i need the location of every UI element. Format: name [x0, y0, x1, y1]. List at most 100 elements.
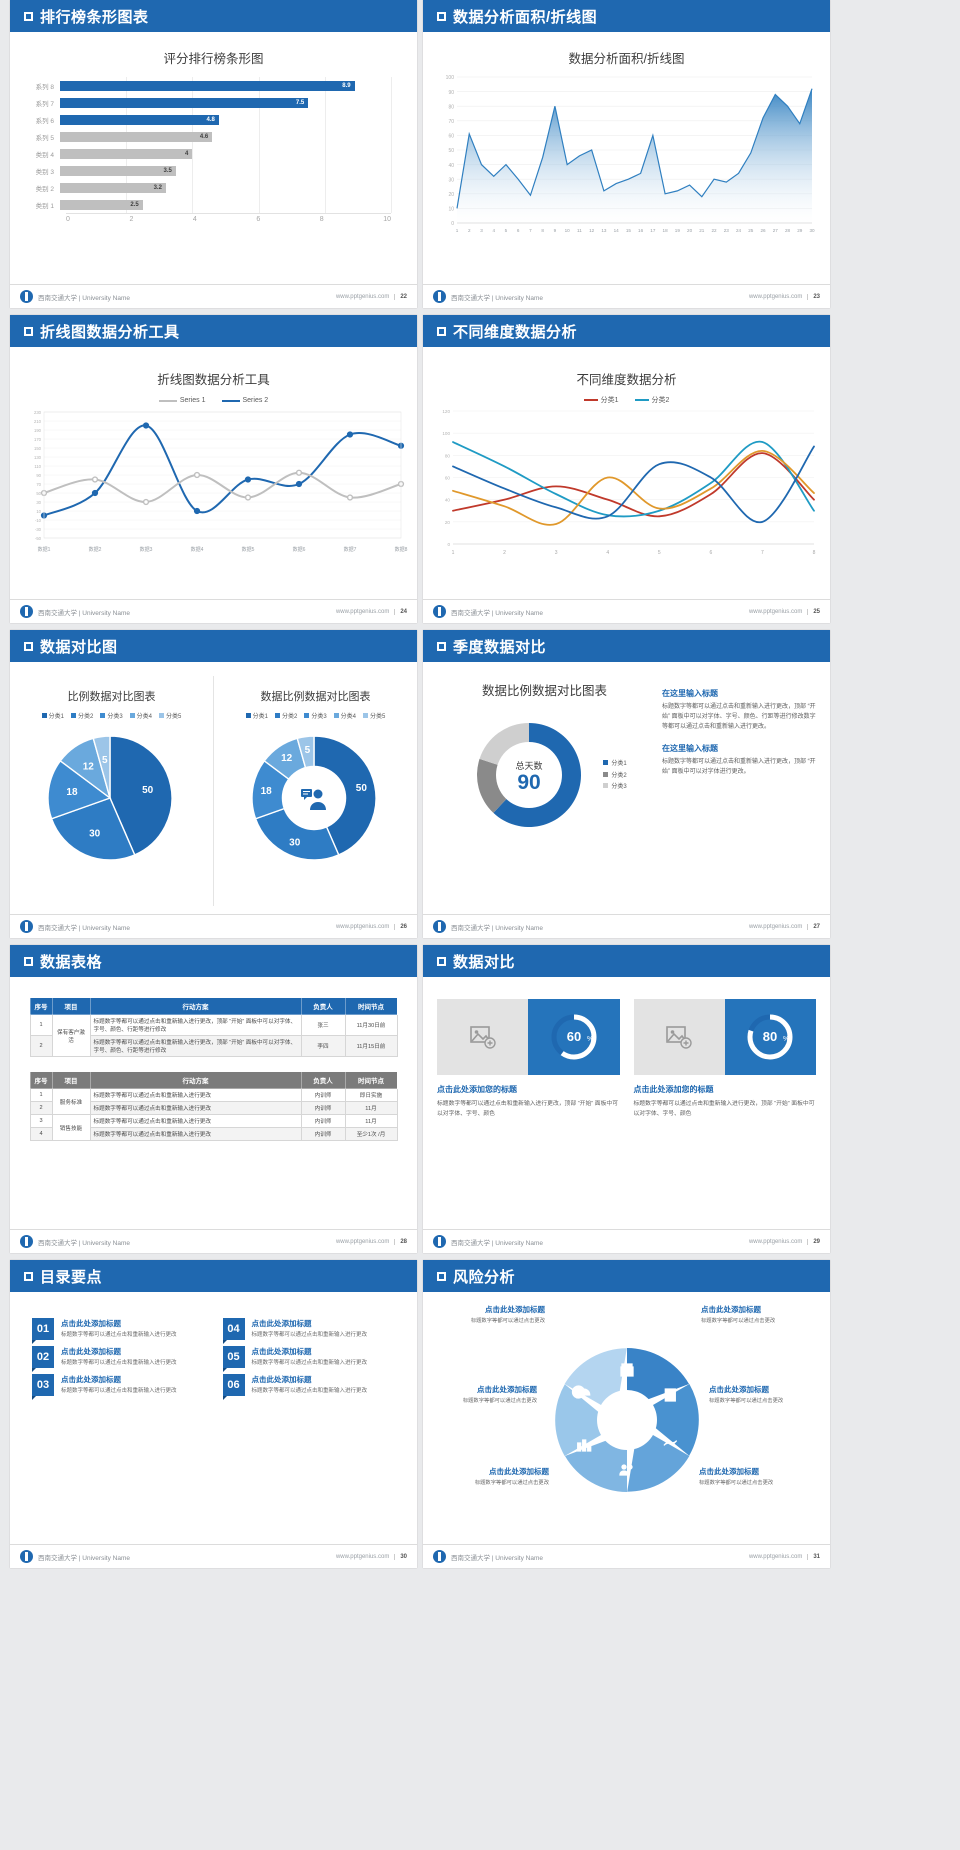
catalog-item-title: 点击此处添加标题 [61, 1347, 121, 1356]
slide-area-line[interactable]: 数据分析面积/折线图 数据分析面积/折线图 0 10 20 30 40 50 60 70 80 9… [423, 0, 830, 308]
square-bullet-icon [437, 326, 446, 336]
table-cell: 内训师 [300, 1088, 346, 1102]
catalog-item[interactable]: 02 点击此处添加标题 标题数字等都可以通过点击和重新输入进行更改 [32, 1346, 205, 1372]
university-logo-icon [433, 1550, 446, 1563]
image-placeholder-icon[interactable] [437, 999, 529, 1075]
bar-value-label: 4 [185, 150, 189, 157]
x-tick-label: 26 [760, 228, 766, 233]
legend-label: Series 2 [242, 397, 269, 404]
x-tick-label: 数据8 [395, 546, 408, 553]
table-cell: 标题数字等都可以通过点击和重新输入进行更改 [89, 1127, 302, 1141]
slide-title: 数据分析面积/折线图 [453, 8, 598, 26]
catalog-item[interactable]: 04 点击此处添加标题 标题数字等都可以通过点击和重新输入进行更改 [222, 1318, 396, 1344]
slide-catalog[interactable]: 目录要点 01 点击此处添加标题 标题数字等都可以通过点击和重新输入进行更改 04 点击… [10, 1260, 417, 1568]
slice-value-label: 30 [89, 828, 101, 839]
data-point [142, 498, 150, 506]
risk-item[interactable]: 点击此处添加标题 标题数字等都可以通过点击更改 [701, 1304, 809, 1325]
risk-item[interactable]: 点击此处添加标题 标题数字等都可以通过点击更改 [441, 1466, 549, 1487]
slide-tables[interactable]: 数据表格 序号 项目 行动方案 负责人 时间节点 1 保有客户激活 标题数字等都可以通过点击和… [10, 945, 417, 1253]
catalog-item[interactable]: 01 点击此处添加标题 标题数字等都可以通过点击和重新输入进行更改 [32, 1318, 205, 1344]
slide-risk[interactable]: 风险分析 点击此处添加标题 标题数字等都可以通过点击更改 点击此处添加标题 标题数字等… [423, 1260, 830, 1568]
gridline [258, 128, 260, 145]
table-row[interactable]: 4 标题数字等都可以通过点击和重新输入进行更改 内训师 至少1次 /月 [29, 1127, 398, 1141]
legend-swatch-icon [245, 713, 251, 718]
series-line [43, 424, 402, 517]
university-logo-icon [20, 1550, 33, 1563]
table-header-cell: 项目 [51, 997, 91, 1015]
slide-pie-compare[interactable]: 数据对比图 比例数据对比图表 分类1 分类2 分类3 分类4 分类5 50 30 18 12 5… [10, 630, 417, 938]
catalog-item[interactable]: 03 点击此处添加标题标题数字等都可以通过点击和重新输入进行更改 [32, 1374, 205, 1400]
risk-item[interactable]: 点击此处添加标题 标题数字等都可以通过点击更改 [437, 1304, 545, 1325]
table-row[interactable]: 2 标题数字等都可以通过点击和重新输入进行更改，顶部 “开始” 面板中可以对字体、… [29, 1035, 398, 1057]
slide-header: 目录要点 [10, 1260, 417, 1292]
catalog-number-badge: 03 [32, 1374, 54, 1400]
square-bullet-icon [24, 641, 33, 651]
page-number: 24 [394, 608, 407, 615]
footer-university: 西南交通大学 | University Name [38, 1554, 130, 1562]
pie-slice [92, 735, 111, 799]
compare-card[interactable]: 80 % 点击此处添加您的标题 标题数字等都可以通过点击和重新输入进行更改，顶部… [633, 999, 816, 1120]
table-row[interactable]: 3 销售技能 标题数字等都可以通过点击和重新输入进行更改 内训师 11月 [29, 1114, 398, 1141]
slide-header: 数据对比图 [10, 630, 417, 662]
x-tick-label: 9 [554, 228, 557, 233]
y-tick-label: -50 [35, 536, 42, 541]
x-tick-label: 数据3 [140, 546, 153, 553]
legend-swatch-icon [603, 760, 609, 766]
y-tick-label: 0 [447, 542, 450, 547]
slide-line-tool[interactable]: 折线图数据分析工具 折线图数据分析工具 Series 1 Series 2 23… [10, 315, 417, 623]
table-row[interactable]: 1 保有客户激活 标题数字等都可以通过点击和重新输入进行更改，顶部 “开始” 面板中… [29, 1014, 398, 1057]
y-tick-label: 20 [448, 192, 454, 198]
bar-value-label: 4.8 [206, 116, 215, 123]
y-tick-label: 60 [448, 134, 454, 140]
risk-item-body: 标题数字等都可以通过点击更改 [709, 1398, 784, 1404]
table-cell: 3 [29, 1114, 53, 1128]
table-cell: 11月30日前 [344, 1014, 398, 1036]
x-tick-label: 2 [468, 228, 471, 233]
table-cell: 2 [29, 1101, 53, 1115]
image-placeholder-icon[interactable] [633, 999, 725, 1075]
data-point [193, 507, 201, 515]
catalog-item[interactable]: 06 点击此处添加标题 标题数字等都可以通过点击和重新输入进行更改 [222, 1374, 396, 1400]
risk-item[interactable]: 点击此处添加标题 标题数字等都可以通过点击更改 [709, 1384, 817, 1405]
risk-item[interactable]: 点击此处添加标题 标题数字等都可以通过点击更改 [699, 1466, 807, 1487]
data-table-primary[interactable]: 序号 项目 行动方案 负责人 时间节点 1 保有客户激活 标题数字等都可以通过点击和重新输入进… [29, 997, 398, 1057]
gridline [324, 145, 326, 162]
slide-quarter[interactable]: 季度数据对比 数据比例数据对比图表 总天数 90 分类1 分类2 分类3 在这里输入标… [423, 630, 830, 938]
risk-item[interactable]: 点击此处添加标题 标题数字等都可以通过点击更改 [429, 1384, 537, 1405]
table-cell: 至少1次 /月 [344, 1127, 398, 1141]
footer-url: www.pptgenius.com [748, 1553, 803, 1560]
data-table-secondary[interactable]: 序号 项目 行动方案 负责人 时间节点 1 服务标准 标题数字等都可以通过点击和重新输入进行更… [29, 1071, 398, 1141]
catalog-item-title: 点击此处添加标题 [251, 1319, 312, 1328]
x-tick-label: 13 [601, 228, 607, 233]
series-line [452, 449, 815, 526]
y-tick-label: 30 [448, 177, 454, 183]
gridline [258, 196, 260, 213]
catalog-item-body: 标题数字等都可以通过点击和重新输入进行更改 [61, 1388, 177, 1394]
bar: 3.5 [60, 165, 176, 176]
legend-item: 分类2 [603, 771, 627, 782]
gridline [258, 179, 260, 196]
legend-item: Series 1 [158, 397, 206, 404]
table-header-cell: 行动方案 [89, 997, 302, 1015]
catalog-item[interactable]: 05 点击此处添加标题 标题数字等都可以通过点击和重新输入进行更改 [222, 1346, 396, 1372]
footer-url: www.pptgenius.com [335, 923, 390, 930]
catalog-item-title: 点击此处添加标题 [61, 1375, 121, 1384]
compare-card[interactable]: 60 % 点击此处添加您的标题 标题数字等都可以通过点击和重新输入进行更改，顶部… [437, 999, 620, 1120]
slide-data-compare[interactable]: 数据对比 60 % 点击此处添加 [423, 945, 830, 1253]
legend-line-icon [634, 399, 649, 401]
gridline [391, 94, 392, 111]
footer-url: www.pptgenius.com [748, 1238, 803, 1245]
bar: 7.5 [60, 97, 309, 108]
gridline [324, 94, 326, 111]
chart-legend: 分类1 分类2 分类3 分类4 分类5 [10, 711, 213, 720]
y-tick-label: 130 [34, 455, 42, 460]
y-tick-label: 100 [446, 75, 455, 81]
slide-multi-dim[interactable]: 不同维度数据分析 不同维度数据分析 分类1 分类2 0 20 40 60 80 100 12… [423, 315, 830, 623]
x-tick-label: 5 [505, 228, 508, 233]
legend-swatch-icon [159, 713, 165, 718]
slide-bar-rank[interactable]: 排行榜条形图表 评分排行榜条形图 系列 8 8.9 系列 7 7.5 系列 6 4.8 系列… [10, 0, 417, 308]
doughnut-chart: 50 30 18 12 5 [214, 720, 417, 880]
page-number: 29 [807, 1238, 820, 1245]
slice-value-label: 12 [83, 761, 95, 772]
table-row[interactable]: 1 服务标准 标题数字等都可以通过点击和重新输入进行更改 内训师 即日实施 [29, 1088, 398, 1115]
